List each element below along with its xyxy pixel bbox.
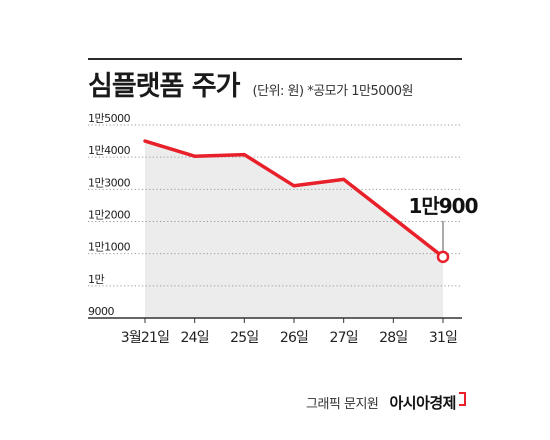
title-row: 심플랫폼 주가 (단위: 원) *공모가 1만5000원 [88,64,414,103]
price-line [143,139,445,259]
y-tick-label: 9000 [88,305,114,318]
x-tick-label: 25일 [230,330,258,346]
end-value-label: 1만900 [408,194,477,218]
brand-logo: 아시아경제 [389,394,456,412]
chart-title: 심플랫폼 주가 [88,71,240,102]
x-tick-label: 24일 [181,330,209,346]
chart-subtitle: (단위: 원) *공모가 1만5000원 [252,84,414,99]
y-tick-label: 1만5000 [88,112,131,125]
x-tick-label: 31일 [429,330,457,346]
brand-mark-icon [459,392,466,406]
x-tick-label: 28일 [379,330,407,346]
top-rule [88,58,462,60]
graphic-credit: 그래픽 문지원 [305,397,379,412]
y-tick-label: 1만2000 [88,209,131,222]
y-tick-label: 1만3000 [88,176,131,189]
y-tick-label: 1만1000 [88,241,131,254]
end-point-marker [436,250,450,264]
y-tick-label: 1만4000 [88,144,131,157]
x-tick-label: 27일 [330,330,358,346]
x-tick-label: 3월21일 [121,330,169,346]
area-fill [145,141,443,318]
credit-row: 그래픽 문지원 아시아경제 [306,392,466,413]
y-tick-label: 1만 [88,273,104,286]
x-tick-label: 26일 [280,330,308,346]
